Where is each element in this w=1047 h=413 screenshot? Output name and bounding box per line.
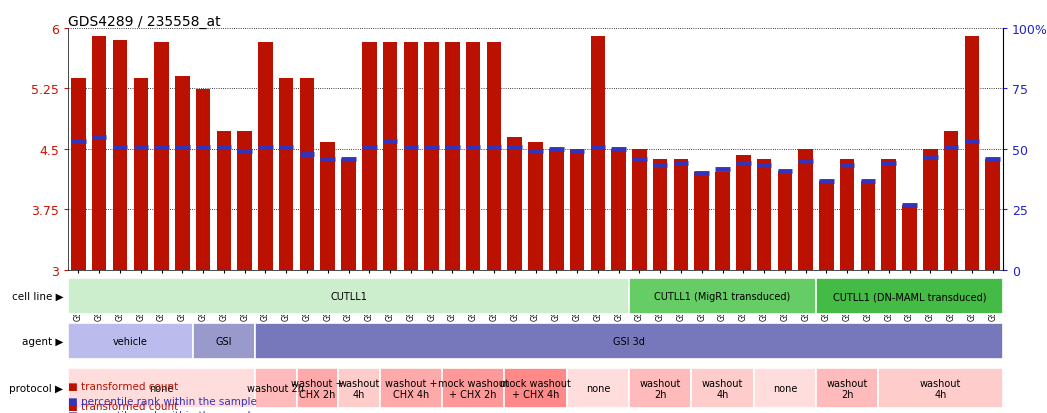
Bar <box>840 159 854 270</box>
Text: GDS4289 / 235558_at: GDS4289 / 235558_at <box>68 15 221 29</box>
Bar <box>673 159 688 270</box>
Text: ■ transformed count: ■ transformed count <box>68 401 178 411</box>
Bar <box>715 173 730 270</box>
Text: washout
4h: washout 4h <box>920 378 961 399</box>
Text: ■ transformed count: ■ transformed count <box>68 381 178 391</box>
Bar <box>508 138 522 270</box>
Text: washout
2h: washout 2h <box>640 378 681 399</box>
Text: CUTLL1 (MigR1 transduced): CUTLL1 (MigR1 transduced) <box>654 291 790 301</box>
Text: ■ percentile rank within the sample: ■ percentile rank within the sample <box>68 396 257 406</box>
Bar <box>255 323 1003 360</box>
Bar <box>403 43 418 270</box>
Text: none: none <box>773 383 797 393</box>
Bar <box>736 156 751 270</box>
Bar <box>193 323 255 360</box>
Bar <box>445 43 460 270</box>
Text: washout 2h: washout 2h <box>247 383 305 393</box>
Text: washout +
CHX 2h: washout + CHX 2h <box>291 378 343 399</box>
Text: protocol ▶: protocol ▶ <box>9 383 64 393</box>
Bar <box>175 77 190 270</box>
Text: CUTLL1: CUTLL1 <box>330 291 367 301</box>
Bar <box>903 206 917 270</box>
Bar <box>570 150 584 270</box>
Bar <box>816 278 1003 315</box>
Bar <box>134 79 148 270</box>
Bar <box>380 368 442 408</box>
Bar <box>861 182 875 270</box>
Bar <box>923 150 937 270</box>
Text: ■ percentile rank within the sample: ■ percentile rank within the sample <box>68 411 257 413</box>
Text: mock washout
+ CHX 4h: mock washout + CHX 4h <box>500 378 571 399</box>
Bar <box>653 159 668 270</box>
Text: washout
4h: washout 4h <box>701 378 743 399</box>
Bar <box>549 150 563 270</box>
Bar <box>529 143 542 270</box>
Bar <box>878 368 1003 408</box>
Text: mock washout
+ CHX 2h: mock washout + CHX 2h <box>438 378 509 399</box>
Bar <box>196 90 210 270</box>
Bar <box>255 368 296 408</box>
Bar <box>71 79 86 270</box>
Bar <box>320 143 335 270</box>
Bar <box>943 132 958 270</box>
Bar <box>632 150 647 270</box>
Bar <box>362 43 377 270</box>
Bar <box>691 368 754 408</box>
Bar <box>424 43 439 270</box>
Bar <box>566 368 629 408</box>
Bar <box>68 323 193 360</box>
Bar <box>754 368 816 408</box>
Text: cell line ▶: cell line ▶ <box>12 291 64 301</box>
Bar <box>799 150 812 270</box>
Text: vehicle: vehicle <box>113 337 148 347</box>
Bar <box>442 368 505 408</box>
Bar <box>629 368 691 408</box>
Bar <box>113 41 128 270</box>
Bar <box>383 43 398 270</box>
Bar <box>487 43 502 270</box>
Bar <box>341 159 356 270</box>
Bar <box>338 368 380 408</box>
Bar <box>299 79 314 270</box>
Text: washout +
CHX 4h: washout + CHX 4h <box>384 378 438 399</box>
Bar <box>296 368 338 408</box>
Bar <box>882 159 896 270</box>
Bar <box>629 278 816 315</box>
Text: agent ▶: agent ▶ <box>22 337 64 347</box>
Bar <box>778 172 793 270</box>
Text: CUTLL1 (DN-MAML transduced): CUTLL1 (DN-MAML transduced) <box>832 291 986 301</box>
Bar <box>985 159 1000 270</box>
Bar <box>757 159 772 270</box>
Bar <box>466 43 481 270</box>
Bar <box>819 182 833 270</box>
Bar <box>68 368 255 408</box>
Bar <box>816 368 878 408</box>
Bar <box>217 132 231 270</box>
Bar <box>964 37 979 270</box>
Bar <box>68 278 629 315</box>
Text: washout
4h: washout 4h <box>338 378 380 399</box>
Bar <box>591 37 605 270</box>
Bar <box>279 79 293 270</box>
Text: none: none <box>150 383 174 393</box>
Text: none: none <box>585 383 610 393</box>
Bar <box>92 37 107 270</box>
Bar <box>154 43 169 270</box>
Bar <box>505 368 566 408</box>
Bar <box>259 43 272 270</box>
Text: GSI: GSI <box>216 337 232 347</box>
Bar <box>238 132 252 270</box>
Bar <box>611 150 626 270</box>
Text: washout
2h: washout 2h <box>826 378 868 399</box>
Text: GSI 3d: GSI 3d <box>614 337 645 347</box>
Bar <box>694 173 709 270</box>
